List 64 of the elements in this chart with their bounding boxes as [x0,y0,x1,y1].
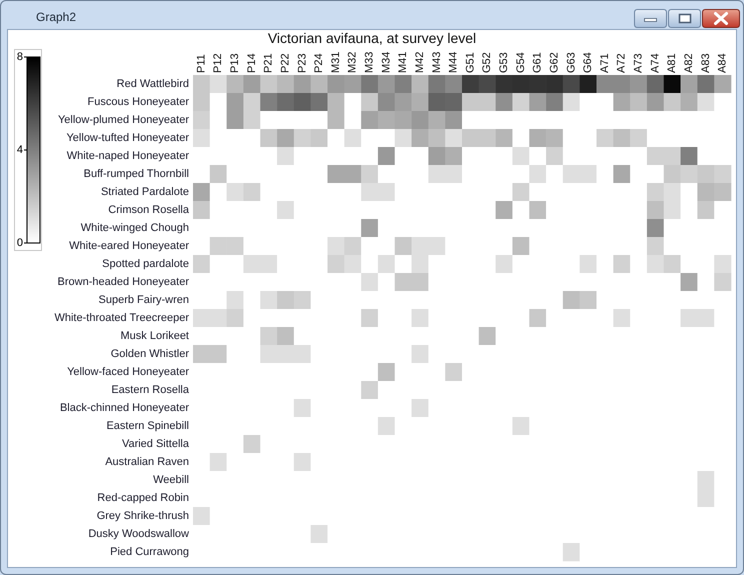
x-tick-label: G63 [565,52,578,73]
y-tick-label: Brown-headed Honeyeater [58,276,190,288]
y-tick-label: Weebill [153,474,189,486]
x-tick-label: M43 [430,52,443,73]
y-tick-label: Buff-rumped Thornbill [84,168,189,180]
y-tick-label: Superb Fairy-wren [98,294,189,306]
x-tick-label: M41 [397,52,410,73]
y-tick-label: Golden Whistler [110,348,190,360]
y-tick-label: Grey Shrike-thrush [96,510,189,522]
x-tick-label: P14 [246,53,258,73]
y-tick-label: Yellow-plumed Honeyeater [58,114,190,126]
x-tick-label: A71 [598,53,611,73]
x-tick-label: P11 [195,54,208,73]
color-bar-label: 0 [16,237,23,249]
x-tick-label: M44 [448,52,460,73]
y-tick-label: Spotted pardalote [102,258,189,270]
y-tick-label: Striated Pardalote [100,186,189,198]
y-tick-label: Musk Lorikeet [120,330,189,342]
y-tick-label: Eastern Spinebill [106,420,189,432]
x-tick-label: P13 [229,53,242,73]
x-tick-label: A74 [649,53,662,73]
y-tick-label: White-naped Honeyeater [66,150,190,162]
y-tick-label: White-eared Honeyeater [69,240,190,252]
x-tick-label: A81 [666,53,678,73]
x-tick-label: G52 [481,52,494,73]
x-tick-label: G61 [532,52,544,73]
y-tick-label: Red Wattlebird [116,78,189,90]
x-tick-label: M33 [364,52,376,73]
x-tick-label: P21 [262,53,275,73]
x-tick-label: G64 [582,52,594,73]
x-tick-label: A82 [682,53,695,73]
caption: Graph2 [36,10,76,24]
y-tick-label: Dusky Woodswallow [88,528,190,540]
x-tick-label: A72 [616,53,628,73]
y-tick-label: Australian Raven [105,456,189,468]
y-tick-label: White-throated Treecreeper [54,312,190,324]
y-tick-label: Crimson Rosella [108,204,190,216]
x-tick-label: G62 [548,52,560,73]
color-bar-label: 8 [16,51,23,63]
y-tick-label: Varied Sittella [122,438,190,450]
y-tick-label: Red-capped Robin [97,492,189,504]
x-tick-label: M34 [380,52,392,73]
x-tick-label: A83 [700,53,712,73]
x-tick-label: M42 [414,52,426,73]
x-tick-label: A84 [716,53,729,73]
x-tick-label: G54 [514,52,527,73]
x-tick-label: P23 [296,53,308,73]
x-tick-label: P12 [212,53,224,73]
x-tick-label: A73 [632,53,645,73]
x-tick-label: M32 [346,52,359,73]
y-tick-label: White-winged Chough [80,222,189,234]
chart-title: Victorian avifauna, at survey level [268,30,476,46]
y-tick-label: Pied Currawong [110,546,189,558]
color-bar-label: 4 [16,144,23,156]
y-tick-label: Black-chinned Honeyeater [60,402,190,414]
y-tick-label: Eastern Rosella [111,384,190,396]
x-tick-label: P22 [279,53,292,73]
x-tick-label: G53 [498,52,510,73]
y-tick-label: Yellow-tufted Honeyeater [66,132,190,144]
y-tick-label: Fuscous Honeyeater [88,96,190,108]
x-tick-label: M31 [330,52,342,73]
x-tick-label: P24 [313,53,326,73]
y-tick-label: Yellow-faced Honeyeater [67,366,190,378]
x-tick-label: G51 [464,52,476,73]
